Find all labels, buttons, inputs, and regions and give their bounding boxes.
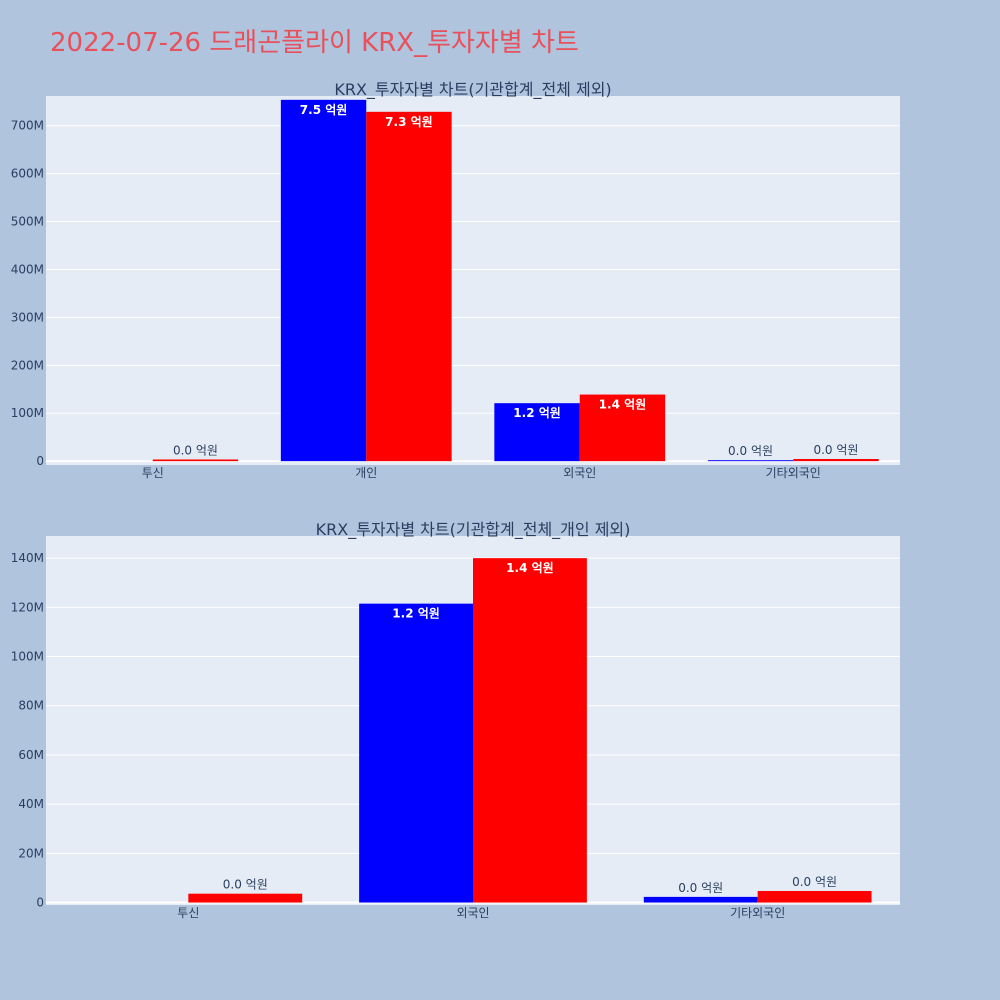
y-tick-label: 0 xyxy=(36,896,44,910)
bar-value-label: 7.3 억원 xyxy=(385,115,433,129)
investor-chart-all: KRX_투자자별 차트(기관합계_전체 제외) 0 100M 200M 300M 400… xyxy=(11,80,900,480)
y-tick-label: 60M xyxy=(18,748,44,762)
bar-value-label: 0.0 억원 xyxy=(728,444,773,458)
bar-value-label: 0.0 억원 xyxy=(223,878,268,892)
x-tick-label: 투신 xyxy=(177,906,199,920)
y-tick-label: 700M xyxy=(11,119,44,133)
bar xyxy=(473,558,587,903)
y-tick-label: 200M xyxy=(11,358,44,372)
y-tick-label: 400M xyxy=(11,262,44,276)
bar-value-label: 7.5 억원 xyxy=(300,103,348,117)
y-tick-label: 0 xyxy=(36,454,44,468)
bar xyxy=(359,603,473,903)
y-tick-label: 500M xyxy=(11,215,44,229)
bar xyxy=(152,459,239,462)
bar xyxy=(366,111,452,462)
chart-title: KRX_투자자별 차트(기관합계_전체 제외) xyxy=(334,80,611,100)
y-tick-label: 100M xyxy=(11,650,44,664)
bar-value-label: 0.0 억원 xyxy=(813,443,858,457)
y-tick-label: 100M xyxy=(11,406,44,420)
bar-value-label: 1.2 억원 xyxy=(513,406,561,420)
bar xyxy=(188,893,303,903)
bar-value-label: 1.4 억원 xyxy=(506,561,554,575)
x-tick-label: 외국인 xyxy=(456,906,489,920)
plot-area xyxy=(46,96,900,465)
x-tick-label: 투신 xyxy=(142,466,164,480)
bar xyxy=(280,99,367,462)
bar xyxy=(793,459,879,462)
bar xyxy=(494,403,580,462)
bar xyxy=(643,896,758,903)
bar-value-label: 0.0 억원 xyxy=(678,881,723,895)
x-tick-label: 기타외국인 xyxy=(766,466,821,480)
y-tick-label: 600M xyxy=(11,167,44,181)
y-tick-label: 20M xyxy=(18,846,44,860)
page-title: 2022-07-26 드래곤플라이 KRX_투자자별 차트 xyxy=(50,28,579,58)
bar-value-label: 0.0 억원 xyxy=(173,443,218,457)
x-tick-label: 기타외국인 xyxy=(730,906,785,920)
bar-value-label: 0.0 억원 xyxy=(792,875,837,889)
x-tick-label: 개인 xyxy=(355,466,377,480)
chart-title: KRX_투자자별 차트(기관합계_전체_개인 제외) xyxy=(316,520,631,540)
bar xyxy=(707,460,794,462)
bar-value-label: 1.2 억원 xyxy=(392,607,440,621)
x-tick-label: 외국인 xyxy=(563,466,596,480)
y-tick-label: 140M xyxy=(11,551,44,565)
y-tick-label: 40M xyxy=(18,797,44,811)
y-tick-label: 80M xyxy=(18,699,44,713)
y-tick-label: 120M xyxy=(11,600,44,614)
bar-value-label: 1.4 억원 xyxy=(599,398,647,412)
y-tick-label: 300M xyxy=(11,310,44,324)
investor-chart-excl-individual: KRX_투자자별 차트(기관합계_전체_개인 제외) 0 20M 40M 60M 80M… xyxy=(11,520,900,920)
bar xyxy=(757,890,872,903)
bar xyxy=(579,394,666,462)
